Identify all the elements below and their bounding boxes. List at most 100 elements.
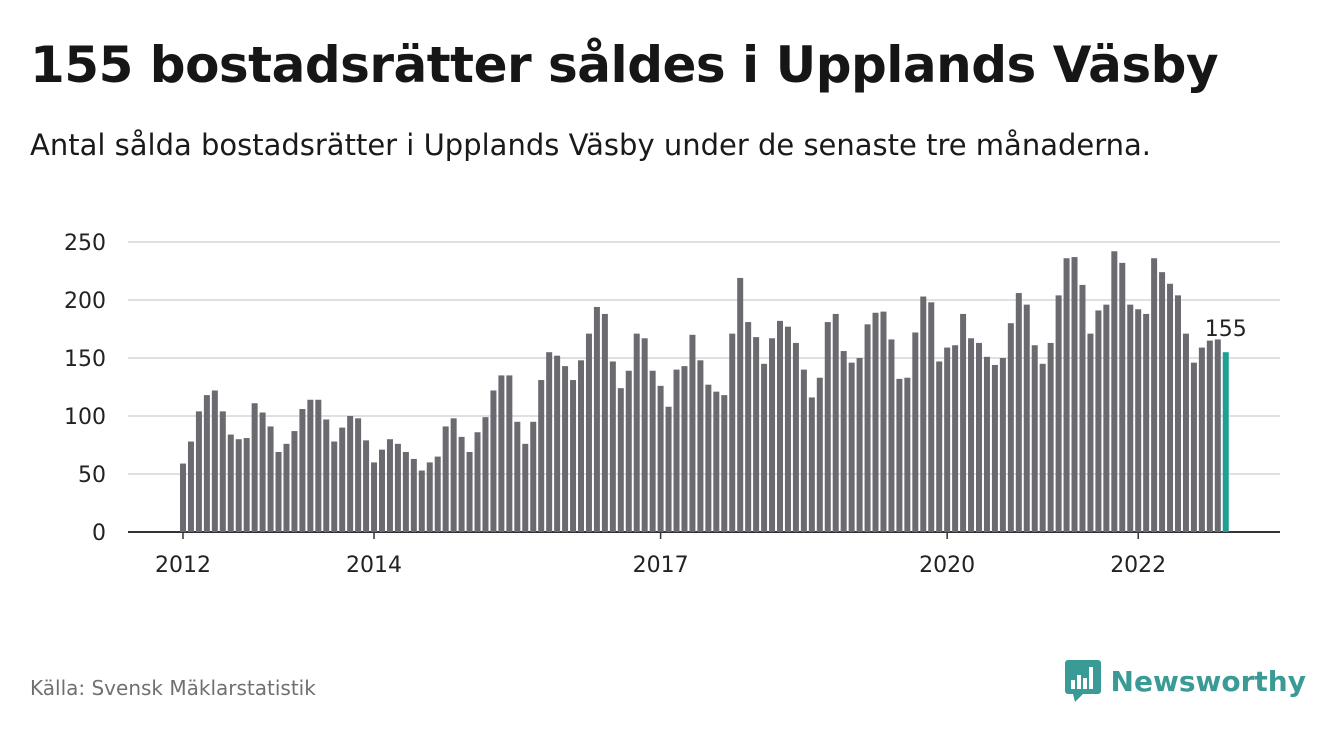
bar	[546, 352, 553, 532]
bar	[1175, 295, 1181, 532]
bar	[211, 390, 218, 532]
x-tick-label: 2014	[346, 553, 402, 578]
bar	[1127, 304, 1134, 532]
bar	[792, 342, 799, 532]
bar	[808, 397, 815, 532]
bar	[227, 434, 234, 532]
bar	[554, 355, 561, 532]
bar	[617, 388, 624, 532]
bar	[530, 421, 537, 532]
bar	[331, 441, 338, 532]
bar	[888, 339, 895, 532]
bar	[323, 419, 330, 532]
bar	[474, 432, 481, 532]
bar	[673, 369, 680, 532]
chart-bubble-icon	[1064, 660, 1101, 702]
bar	[1031, 345, 1038, 532]
bar	[976, 342, 982, 532]
bar	[1167, 283, 1174, 532]
bar	[1190, 362, 1197, 532]
bar	[904, 377, 911, 532]
bar	[601, 313, 608, 532]
bar	[315, 399, 322, 532]
bar	[991, 364, 998, 532]
bar	[593, 306, 600, 532]
y-tick-label: 50	[78, 463, 106, 488]
bar	[195, 411, 202, 532]
bar	[1182, 333, 1189, 532]
bar	[657, 385, 664, 532]
y-tick-label: 250	[64, 231, 106, 256]
bar	[371, 462, 378, 532]
bar	[299, 409, 306, 532]
newsworthy-logo[interactable]: Newsworthy	[1064, 660, 1306, 702]
bar	[180, 463, 186, 532]
bar	[832, 313, 839, 532]
bar	[1063, 258, 1070, 532]
bar	[394, 443, 401, 532]
bar	[275, 451, 282, 532]
x-tick-label: 2017	[633, 553, 689, 578]
bar	[705, 384, 712, 532]
bar	[936, 361, 943, 532]
bar	[498, 375, 505, 532]
bar	[203, 395, 210, 532]
bar	[347, 416, 354, 532]
bar	[1135, 309, 1142, 532]
bar	[458, 436, 465, 532]
bar	[856, 358, 863, 532]
y-tick-label: 100	[64, 405, 106, 430]
bar	[769, 338, 776, 532]
bar	[426, 462, 433, 532]
x-tick-label: 2020	[919, 553, 975, 578]
bar	[1214, 339, 1221, 532]
bar	[1047, 342, 1054, 532]
bar	[800, 369, 807, 532]
bar	[784, 326, 791, 532]
bar	[864, 324, 871, 532]
bar	[522, 443, 529, 532]
bar	[665, 406, 672, 532]
bar	[243, 438, 250, 532]
bar	[777, 320, 783, 532]
bar	[1159, 272, 1166, 532]
bar	[1071, 257, 1078, 532]
bar	[633, 333, 640, 532]
bar	[968, 338, 975, 532]
bar	[848, 362, 855, 532]
bar	[960, 313, 967, 532]
y-tick-label: 0	[92, 521, 106, 546]
bar	[1119, 262, 1126, 532]
bar	[1007, 323, 1014, 532]
bar	[291, 431, 298, 532]
bar	[1151, 258, 1158, 532]
bar	[1206, 340, 1213, 532]
bar-chart: 0 50 100 150 200 250 2012 2014 2017 2020 2022 155	[64, 231, 1280, 578]
bar	[745, 322, 752, 532]
bar	[307, 399, 314, 532]
bar	[1103, 304, 1110, 532]
bar	[1079, 284, 1086, 532]
bar	[1095, 310, 1102, 532]
bar	[219, 411, 226, 532]
bar	[920, 296, 927, 532]
bar	[944, 347, 951, 532]
bar	[625, 370, 632, 532]
bar	[983, 356, 990, 532]
bar	[466, 451, 473, 532]
x-tick-label: 2012	[155, 553, 211, 578]
bar	[928, 302, 935, 532]
bar	[379, 449, 385, 532]
bar	[753, 337, 760, 532]
x-tick-label: 2022	[1110, 553, 1166, 578]
bar	[609, 361, 616, 532]
bar	[1143, 313, 1150, 532]
bar	[235, 439, 242, 532]
bar	[514, 421, 521, 532]
bar	[1055, 295, 1062, 532]
bar	[761, 363, 768, 532]
bar	[578, 360, 584, 532]
bar	[681, 366, 688, 532]
last-value-label: 155	[1205, 317, 1247, 342]
bar	[880, 311, 887, 532]
